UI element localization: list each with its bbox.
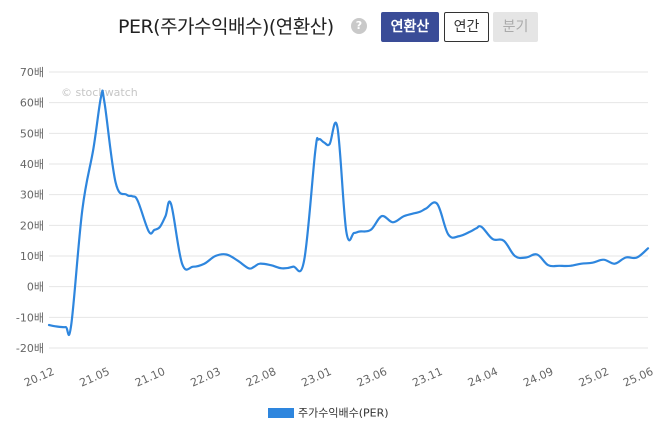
annual-button[interactable]: 연간 xyxy=(444,12,489,42)
x-tick-label: 20.12 xyxy=(22,365,56,390)
x-tick-label: 24.09 xyxy=(521,365,555,390)
chart-header: PER(주가수익배수)(연환산) ? 연환산 연간 분기 xyxy=(0,8,662,44)
x-tick-label: 25.02 xyxy=(577,365,611,390)
x-tick-label: 23.11 xyxy=(410,365,444,390)
y-tick-label: 40배 xyxy=(20,158,44,171)
legend-label: 주가수익배수(PER) xyxy=(298,406,389,420)
y-tick-label: 50배 xyxy=(20,127,44,140)
x-tick-label: 21.05 xyxy=(78,365,112,390)
y-tick-label: -20배 xyxy=(16,342,44,355)
y-tick-label: 30배 xyxy=(20,189,44,202)
quarterly-button[interactable]: 분기 xyxy=(493,12,538,42)
x-tick-label: 25.06 xyxy=(621,365,655,390)
series-line-per xyxy=(47,89,650,336)
y-tick-label: 70배 xyxy=(20,66,44,79)
y-tick-label: 10배 xyxy=(20,250,44,263)
x-tick-label: 24.04 xyxy=(466,365,500,390)
x-tick-label: 22.03 xyxy=(189,365,223,390)
x-tick-label: 23.01 xyxy=(299,365,333,390)
y-tick-label: -10배 xyxy=(16,311,44,324)
legend-swatch xyxy=(268,407,294,418)
help-icon[interactable]: ? xyxy=(351,18,367,34)
y-tick-label: 60배 xyxy=(20,97,44,110)
y-tick-label: 0배 xyxy=(27,281,44,294)
page-title: PER(주가수익배수)(연환산) xyxy=(118,16,334,38)
annualized-button[interactable]: 연환산 xyxy=(381,12,439,42)
x-tick-label: 23.06 xyxy=(355,365,389,390)
legend[interactable]: 주가수익배수(PER) xyxy=(268,402,389,420)
x-tick-label: 21.10 xyxy=(133,365,167,390)
y-tick-label: 20배 xyxy=(20,219,44,232)
x-tick-label: 22.08 xyxy=(244,365,278,390)
watermark: © stockwatch xyxy=(61,86,138,99)
